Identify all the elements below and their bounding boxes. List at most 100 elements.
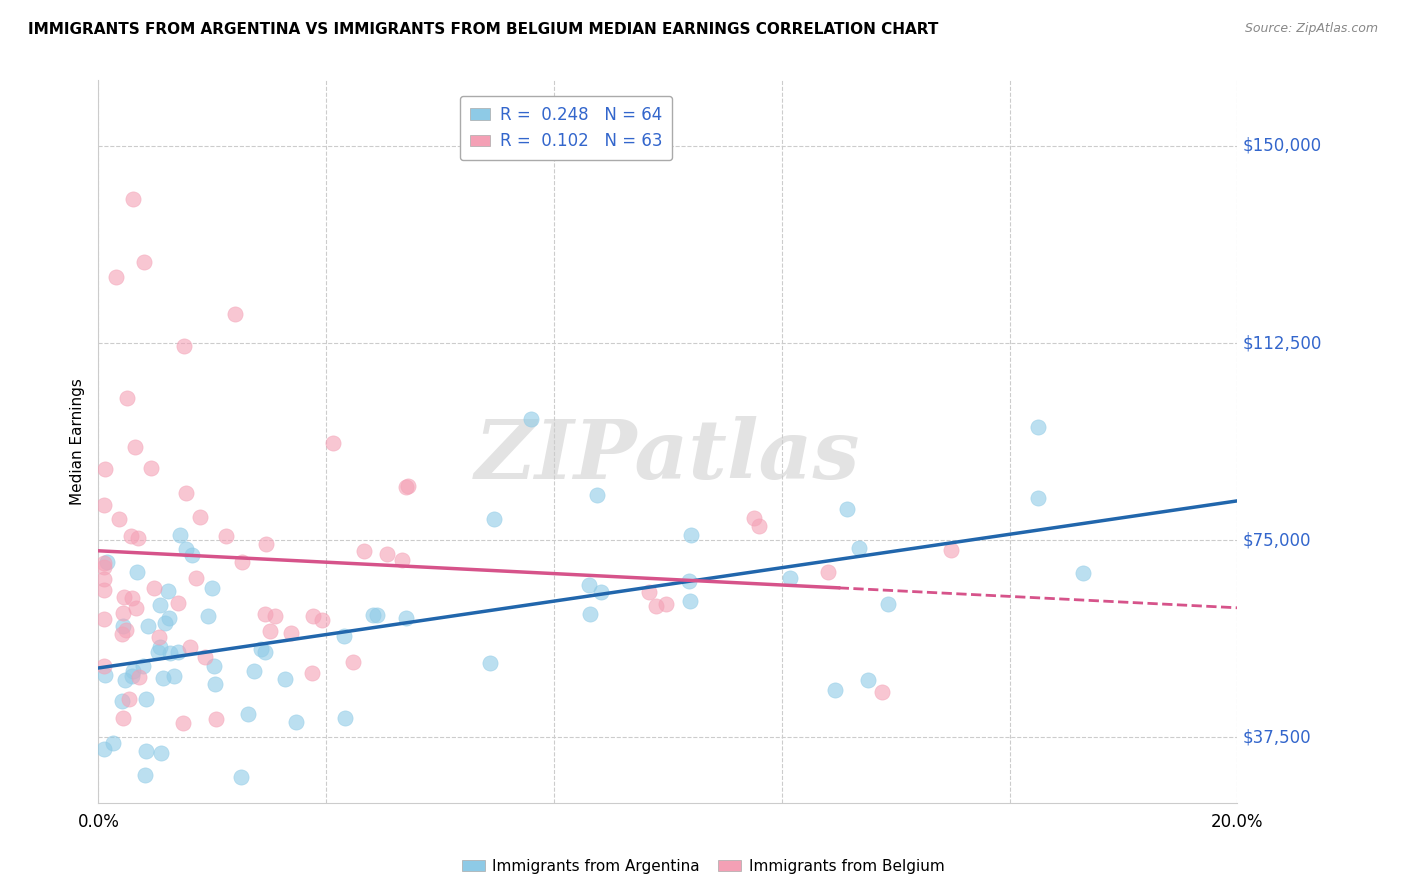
Point <box>1071 566 1094 581</box>
Point <box>152 671 174 685</box>
Point <box>333 629 356 643</box>
Point <box>238 706 260 721</box>
Point <box>173 338 195 352</box>
Point <box>93 583 115 598</box>
Point <box>197 609 219 624</box>
Point <box>174 486 197 500</box>
Point <box>112 590 135 604</box>
Point <box>93 498 115 512</box>
Point <box>396 479 419 493</box>
Point <box>128 671 150 685</box>
Point <box>181 548 204 562</box>
Point <box>121 591 143 606</box>
Point <box>153 615 176 630</box>
Point <box>93 559 115 574</box>
Point <box>156 584 179 599</box>
Text: ZIPatlas: ZIPatlas <box>475 416 860 496</box>
Text: $37,500: $37,500 <box>1243 728 1312 746</box>
Point <box>578 577 600 591</box>
Point <box>169 527 191 541</box>
Point <box>645 599 668 613</box>
Point <box>134 768 156 782</box>
Point <box>655 597 678 611</box>
Point <box>579 607 602 621</box>
Point <box>94 668 117 682</box>
Text: $150,000: $150,000 <box>1243 137 1322 155</box>
Point <box>482 512 505 526</box>
Point <box>224 307 246 321</box>
Point <box>285 714 308 729</box>
Point <box>149 599 172 613</box>
Point <box>96 555 118 569</box>
Point <box>744 511 766 525</box>
Point <box>111 627 134 641</box>
Point <box>194 649 217 664</box>
Point <box>146 645 169 659</box>
Point <box>201 581 224 595</box>
Point <box>127 531 149 545</box>
Point <box>149 640 172 654</box>
Point <box>856 673 879 687</box>
Point <box>301 609 323 624</box>
Point <box>179 640 201 655</box>
Point <box>93 612 115 626</box>
Point <box>150 746 173 760</box>
Point <box>111 711 134 725</box>
Point <box>118 692 141 706</box>
Point <box>242 664 264 678</box>
Point <box>1026 491 1049 505</box>
Point <box>111 694 134 708</box>
Point <box>94 461 117 475</box>
Point <box>253 607 276 621</box>
Point <box>204 677 226 691</box>
Point <box>143 581 166 595</box>
Point <box>322 435 344 450</box>
Point <box>478 657 501 671</box>
Point <box>366 607 388 622</box>
Point <box>125 565 148 579</box>
Point <box>229 771 252 785</box>
Point <box>135 744 157 758</box>
Point <box>101 736 124 750</box>
Point <box>104 270 127 285</box>
Point <box>112 606 135 620</box>
Text: $112,500: $112,500 <box>1243 334 1323 352</box>
Point <box>188 510 211 524</box>
Point <box>184 571 207 585</box>
Point <box>125 600 148 615</box>
Point <box>174 542 197 557</box>
Point <box>135 692 157 706</box>
Point <box>115 391 138 405</box>
Point <box>139 461 162 475</box>
Point <box>876 597 898 611</box>
Point <box>375 547 398 561</box>
Point <box>204 712 226 726</box>
Point <box>121 192 143 206</box>
Legend: R =  0.248   N = 64, R =  0.102   N = 63: R = 0.248 N = 64, R = 0.102 N = 63 <box>460 95 672 161</box>
Point <box>148 630 170 644</box>
Point <box>93 741 115 756</box>
Point <box>259 624 281 639</box>
Point <box>395 611 418 625</box>
Point <box>108 512 131 526</box>
Point <box>124 441 146 455</box>
Point <box>132 254 155 268</box>
Point <box>111 619 134 633</box>
Point <box>638 585 661 599</box>
Point <box>824 682 846 697</box>
Point <box>159 611 181 625</box>
Point <box>817 565 839 579</box>
Point <box>333 711 356 725</box>
Point <box>215 528 238 542</box>
Point <box>256 536 278 550</box>
Point <box>848 541 870 555</box>
Point <box>589 584 612 599</box>
Point <box>122 664 145 678</box>
Point <box>301 665 323 680</box>
Point <box>870 685 893 699</box>
Point <box>395 480 418 494</box>
Point <box>114 673 136 688</box>
Point <box>202 659 225 673</box>
Point <box>280 626 302 640</box>
Point <box>115 623 138 637</box>
